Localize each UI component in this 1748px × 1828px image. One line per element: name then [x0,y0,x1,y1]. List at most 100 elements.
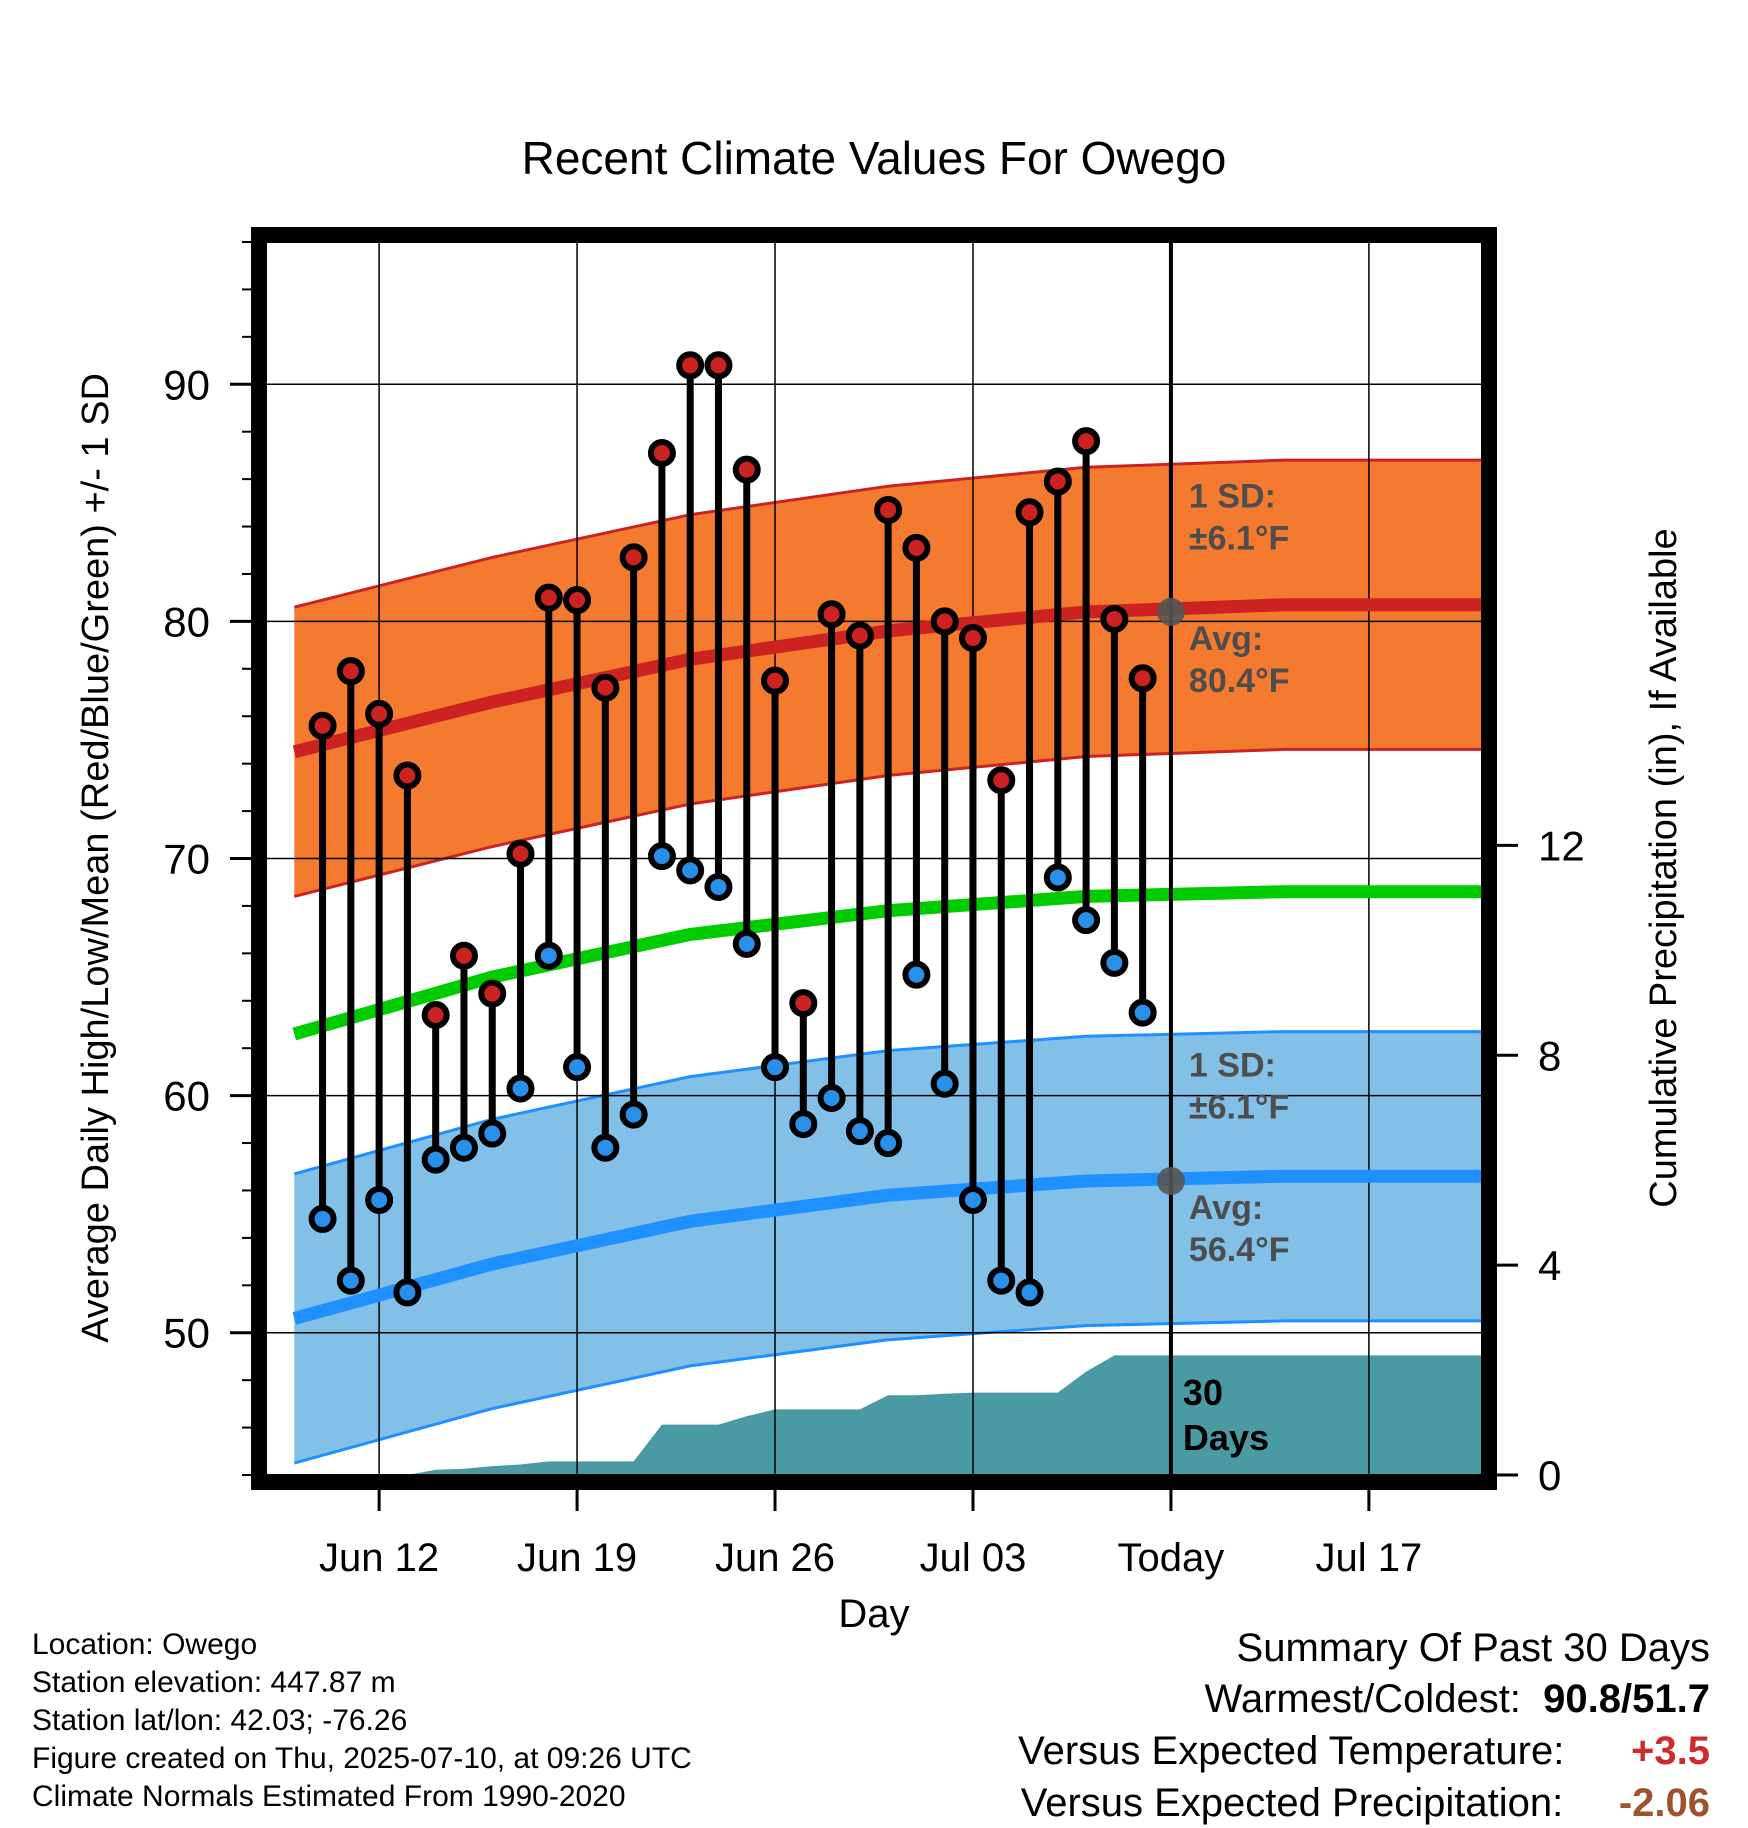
high-point [676,351,705,380]
low-point [449,1133,478,1162]
warm-cold-slash: / [1621,1677,1633,1721]
y-tick-label: 60 [163,1073,210,1120]
temp-value: +3.5 [1631,1729,1710,1773]
x-tick-label: Jun 12 [319,1536,439,1580]
y-axis-label: Average Daily High/Low/Mean (Red/Blue/Gr… [75,373,117,1343]
high-point [506,839,535,868]
low-point [1128,998,1157,1027]
high-point [1100,605,1129,634]
x-tick-label: Today [1118,1536,1225,1580]
high-point [478,979,507,1008]
low-point [308,1204,337,1233]
x-tick-label: Jun 26 [715,1536,835,1580]
low-point [619,1100,648,1129]
today-days-label-2: Days [1183,1417,1269,1458]
low-point [987,1266,1016,1295]
high-point [704,351,733,380]
high-point [1072,427,1101,456]
low-sd-value: ±6.1°F [1189,1088,1289,1126]
high-avg-label: Avg: [1189,620,1263,658]
y-tick-label: 70 [163,836,210,883]
low-point [365,1185,394,1214]
low-point [647,842,676,871]
low-point [1015,1278,1044,1307]
low-point [1072,906,1101,935]
high-point [1128,664,1157,693]
high-point [308,711,337,740]
today-high-marker [1156,597,1185,626]
high-point [930,607,959,636]
y-tick-label: 80 [163,598,210,645]
today-days-label-1: 30 [1183,1372,1223,1413]
low-point [336,1266,365,1295]
warmest-value: 90.8 [1543,1677,1622,1721]
high-point [591,673,620,702]
high-point [874,495,903,524]
precip-label: Versus Expected Precipitation: [1020,1781,1564,1825]
low-avg-label: Avg: [1189,1189,1263,1227]
low-point [902,960,931,989]
high-point [1043,467,1072,496]
high-point [845,621,874,650]
low-point [1043,863,1072,892]
summary-precipitation: Versus Expected Precipitation: -2.06 [1021,1778,1710,1828]
low-point [732,929,761,958]
high-point [761,666,790,695]
low-point [958,1185,987,1214]
axes: 50 60 70 80 90 0 4 8 12 Jun 12 Jun 19 Jun 26 Jul 03 T… [163,227,1585,1580]
low-avg-value: 56.4°F [1189,1231,1290,1269]
y2-tick-label: 12 [1538,822,1585,869]
summary-title: Summary Of Past 30 Days [1236,1626,1710,1670]
y-tick-label: 50 [163,1310,210,1357]
high-point [647,439,676,468]
location-text: Location: Owego [32,1628,258,1661]
high-point [336,657,365,686]
high-point [365,699,394,728]
low-point [563,1053,592,1082]
today-low-marker [1156,1166,1185,1195]
created-text: Figure created on Thu, 2025-07-10, at 09… [32,1742,692,1775]
high-sd-upper-edge [293,458,1482,609]
normals-period-text: Climate Normals Estimated From 1990-2020 [32,1780,626,1813]
low-point [421,1145,450,1174]
low-point [1100,948,1129,977]
y2-tick-label: 8 [1538,1032,1561,1079]
low-point [874,1129,903,1158]
high-point [421,1000,450,1029]
low-sd-lower-edge [293,1319,1482,1465]
plot-content: 1 SD: ±6.1°F Avg: 80.4°F 1 SD: ±6.1°F Avg: 56.4… [266,242,1482,1475]
coldest-value: 51.7 [1632,1677,1710,1721]
high-point [393,761,422,790]
plot-frame [251,227,1497,1490]
x-tick-label: Jul 17 [1316,1536,1423,1580]
high-sd-value: ±6.1°F [1189,519,1289,557]
x-tick-label: Jun 19 [517,1536,637,1580]
high-point [902,533,931,562]
summary-warm-cold: Warmest/Coldest: 90.8/51.7 [1205,1674,1710,1724]
low-point [506,1074,535,1103]
high-point [619,543,648,572]
low-sd-label: 1 SD: [1189,1046,1276,1084]
high-point [1015,498,1044,527]
low-avg-line [292,1169,1482,1325]
high-point [958,623,987,652]
low-point [591,1133,620,1162]
low-point [534,941,563,970]
high-sd-label: 1 SD: [1189,477,1276,515]
high-point [789,989,818,1018]
low-point [930,1069,959,1098]
y2-tick-label: 4 [1538,1242,1561,1289]
low-sd-band [294,1031,1482,1464]
chart-title: Recent Climate Values For Owego [522,132,1227,184]
temp-label: Versus Expected Temperature: [1018,1729,1565,1773]
high-point [817,600,846,629]
latlon-text: Station lat/lon: 42.03; -76.26 [32,1704,408,1737]
low-point [676,856,705,885]
high-point [534,583,563,612]
high-point [987,766,1016,795]
elevation-text: Station elevation: 447.87 m [32,1666,396,1699]
y-tick-label: 90 [163,361,210,408]
x-tick-label: Jul 03 [920,1536,1027,1580]
low-point [393,1278,422,1307]
